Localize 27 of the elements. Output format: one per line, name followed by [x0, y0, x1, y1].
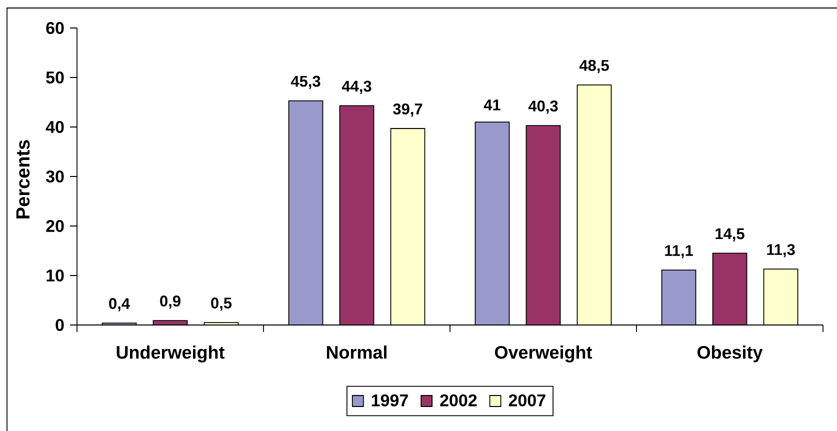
data-label: 48,5	[579, 60, 609, 74]
y-tick-label: 60	[46, 22, 64, 34]
data-label: 11,1	[665, 245, 693, 258]
x-tick-label: Obesity	[697, 346, 763, 362]
data-label: 41	[484, 100, 500, 110]
x-tick-label: Normal	[326, 346, 386, 359]
x-tick-label: Overweight	[494, 346, 592, 362]
y-tick-label: 20	[46, 220, 64, 232]
x-tick-label: Underweight	[116, 346, 225, 362]
data-label: 11,3	[767, 244, 795, 258]
data-label: 39,7	[393, 103, 422, 117]
y-tick-label: 50	[46, 71, 64, 84]
y-tick-label: 0	[56, 318, 64, 332]
y-axis-title: Percents	[16, 140, 30, 218]
data-label: 0,5	[211, 298, 232, 311]
data-label: 0,9	[160, 296, 180, 309]
data-label: 45,3	[290, 76, 320, 90]
y-tick-label: 40	[46, 120, 64, 134]
legend-label: 1997	[372, 394, 408, 406]
data-label: 14,5	[716, 228, 744, 242]
legend-label: 2007	[508, 394, 546, 406]
legend-label: 2002	[440, 394, 477, 406]
y-tick-label: 30	[46, 170, 64, 183]
data-label: 40,3	[528, 100, 558, 114]
data-label: 0,4	[109, 298, 130, 312]
data-label: 44,3	[342, 80, 372, 94]
y-tick-label: 10	[46, 269, 64, 282]
